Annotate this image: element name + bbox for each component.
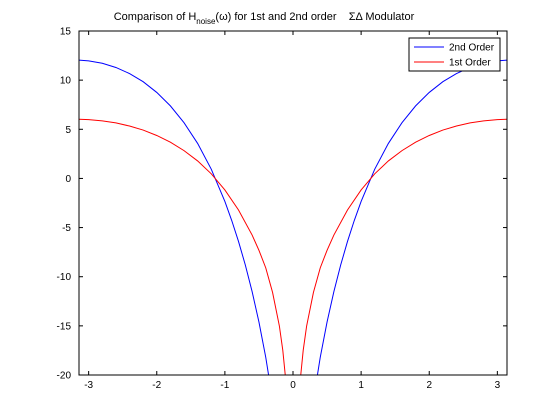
title-tail: ΣΔ Modulator [349,11,415,23]
legend-label-2nd-order: 2nd Order [449,43,495,54]
title-gap [337,11,349,23]
series-line-1st-order-segment-2 [300,118,507,375]
y-tick-label: 0 [65,174,71,185]
x-tick-label: 2 [426,380,432,391]
chart-title: Comparison of Hnoise(ω) for 1st and 2nd … [114,11,415,26]
title-suffix: (ω) for 1st and 2nd order [215,11,336,23]
x-tick-label: -3 [84,380,93,391]
y-tick-label: 10 [60,76,72,87]
y-tick-label: -15 [57,321,72,332]
y-tick-label: -10 [57,272,72,283]
y-tick-label: -20 [57,371,72,382]
plot-area [79,31,507,375]
series-line-1st-order-segment-1 [79,118,286,375]
y-tick-label: 15 [60,27,72,38]
series-line-2nd-order-segment-1 [79,59,272,375]
x-tick-label: -1 [220,380,229,391]
x-tick-label: 1 [358,380,364,391]
title-subscript: noise [196,17,216,26]
legend-label-1st-order: 1st Order [449,58,491,69]
title-prefix: Comparison of H [114,11,197,23]
x-tick-label: -2 [152,380,161,391]
legend: 2nd Order 1st Order [408,37,501,72]
legend-box [408,37,501,72]
x-tick-label: 3 [495,380,501,391]
x-tick-label: 0 [290,380,296,391]
y-tick-label: 5 [65,125,71,136]
y-tick-label: -5 [62,223,71,234]
